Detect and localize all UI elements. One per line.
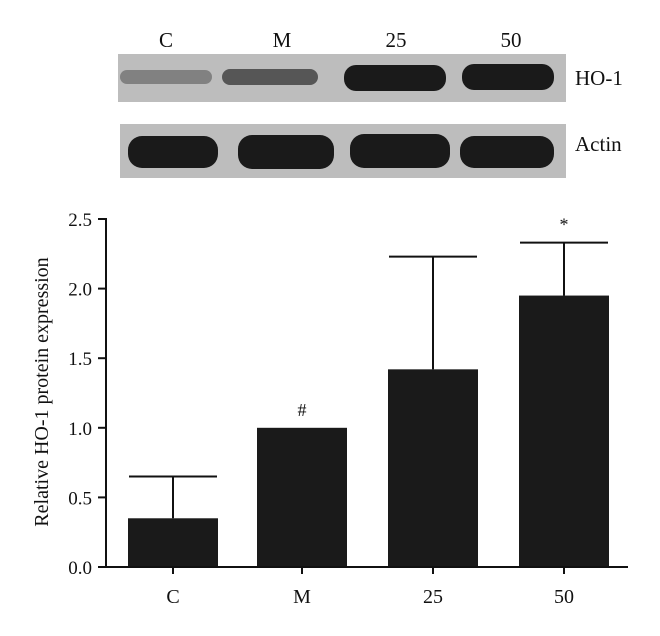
x-tick-label-50: 50 xyxy=(554,586,574,608)
actin-band-25 xyxy=(350,134,450,168)
ho1-blot-strip xyxy=(118,54,566,102)
actin-row-label: Actin xyxy=(575,132,622,156)
bar-50 xyxy=(519,295,609,567)
y-tick-label: 0.5 xyxy=(68,488,92,509)
bar-C xyxy=(128,518,218,567)
y-tick-label: 1.0 xyxy=(68,419,92,440)
lane-label-25: 25 xyxy=(385,28,407,52)
significance-mark-50: * xyxy=(560,215,569,235)
ho1-band-50 xyxy=(462,64,554,90)
bar-M xyxy=(257,427,347,567)
y-tick-label: 2.0 xyxy=(68,280,92,301)
x-tick-label-C: C xyxy=(166,586,179,608)
lane-label-c: C xyxy=(158,28,173,52)
significance-mark-M: # xyxy=(298,400,307,420)
x-tick-label-25: 25 xyxy=(423,586,443,608)
ho1-band-25 xyxy=(344,65,446,91)
x-tick-label-M: M xyxy=(293,586,311,608)
y-tick-label: 0.0 xyxy=(68,558,92,579)
actin-band-m xyxy=(238,135,334,169)
y-tick-label: 2.5 xyxy=(68,210,92,231)
bar-25 xyxy=(388,369,478,567)
actin-band-50 xyxy=(460,136,554,168)
y-axis-label: Relative HO-1 protein expression xyxy=(31,257,53,526)
ho1-bands xyxy=(120,64,554,91)
actin-blot-strip xyxy=(120,124,566,178)
lane-label-m: M xyxy=(272,28,292,52)
lane-label-50: 50 xyxy=(500,28,522,52)
actin-band-c xyxy=(128,136,218,168)
y-tick-label: 1.5 xyxy=(68,349,92,370)
actin-bands xyxy=(128,134,554,169)
ho1-band-m xyxy=(222,69,318,85)
ho1-row-label: HO-1 xyxy=(575,66,623,90)
ho1-band-c xyxy=(120,70,212,84)
